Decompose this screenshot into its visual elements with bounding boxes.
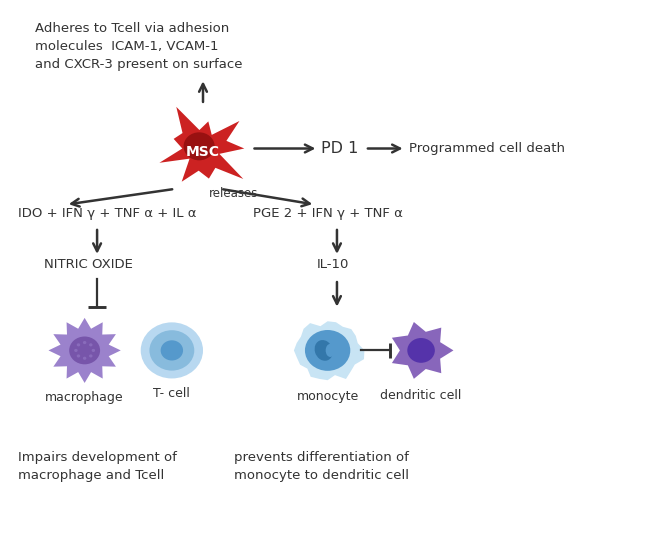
Circle shape — [184, 132, 215, 160]
Circle shape — [83, 357, 86, 360]
Ellipse shape — [315, 340, 333, 361]
Text: monocyte: monocyte — [297, 390, 359, 403]
Text: NITRIC OXIDE: NITRIC OXIDE — [44, 258, 133, 271]
Circle shape — [141, 322, 203, 379]
Polygon shape — [392, 322, 454, 379]
Circle shape — [161, 340, 183, 361]
Circle shape — [305, 330, 350, 371]
Text: Programmed cell death: Programmed cell death — [409, 142, 565, 155]
Circle shape — [69, 336, 100, 364]
Text: Adheres to Tcell via adhesion
molecules  ICAM-1, VCAM-1
and CXCR-3 present on su: Adheres to Tcell via adhesion molecules … — [35, 22, 242, 71]
Text: releases: releases — [209, 186, 258, 200]
Text: macrophage: macrophage — [45, 391, 124, 404]
Text: T- cell: T- cell — [153, 387, 190, 400]
Text: MSC: MSC — [186, 145, 220, 159]
Circle shape — [92, 349, 95, 352]
Circle shape — [74, 349, 78, 352]
Circle shape — [89, 355, 93, 357]
Circle shape — [83, 341, 86, 344]
Circle shape — [77, 344, 80, 346]
Text: PD 1: PD 1 — [321, 141, 359, 156]
Polygon shape — [294, 321, 364, 380]
Circle shape — [89, 344, 93, 346]
Polygon shape — [160, 107, 244, 181]
Circle shape — [149, 330, 194, 371]
Polygon shape — [49, 318, 121, 383]
Ellipse shape — [326, 344, 335, 357]
Text: Impairs development of
macrophage and Tcell: Impairs development of macrophage and Tc… — [18, 451, 177, 482]
Circle shape — [77, 355, 80, 357]
Circle shape — [408, 338, 435, 363]
Text: prevents differentiation of
monocyte to dendritic cell: prevents differentiation of monocyte to … — [234, 451, 409, 482]
Text: PGE 2 + IFN γ + TNF α: PGE 2 + IFN γ + TNF α — [253, 206, 403, 220]
Text: IDO + IFN γ + TNF α + IL α: IDO + IFN γ + TNF α + IL α — [18, 206, 197, 220]
Text: dendritic cell: dendritic cell — [380, 388, 461, 402]
Text: IL-10: IL-10 — [317, 258, 349, 271]
